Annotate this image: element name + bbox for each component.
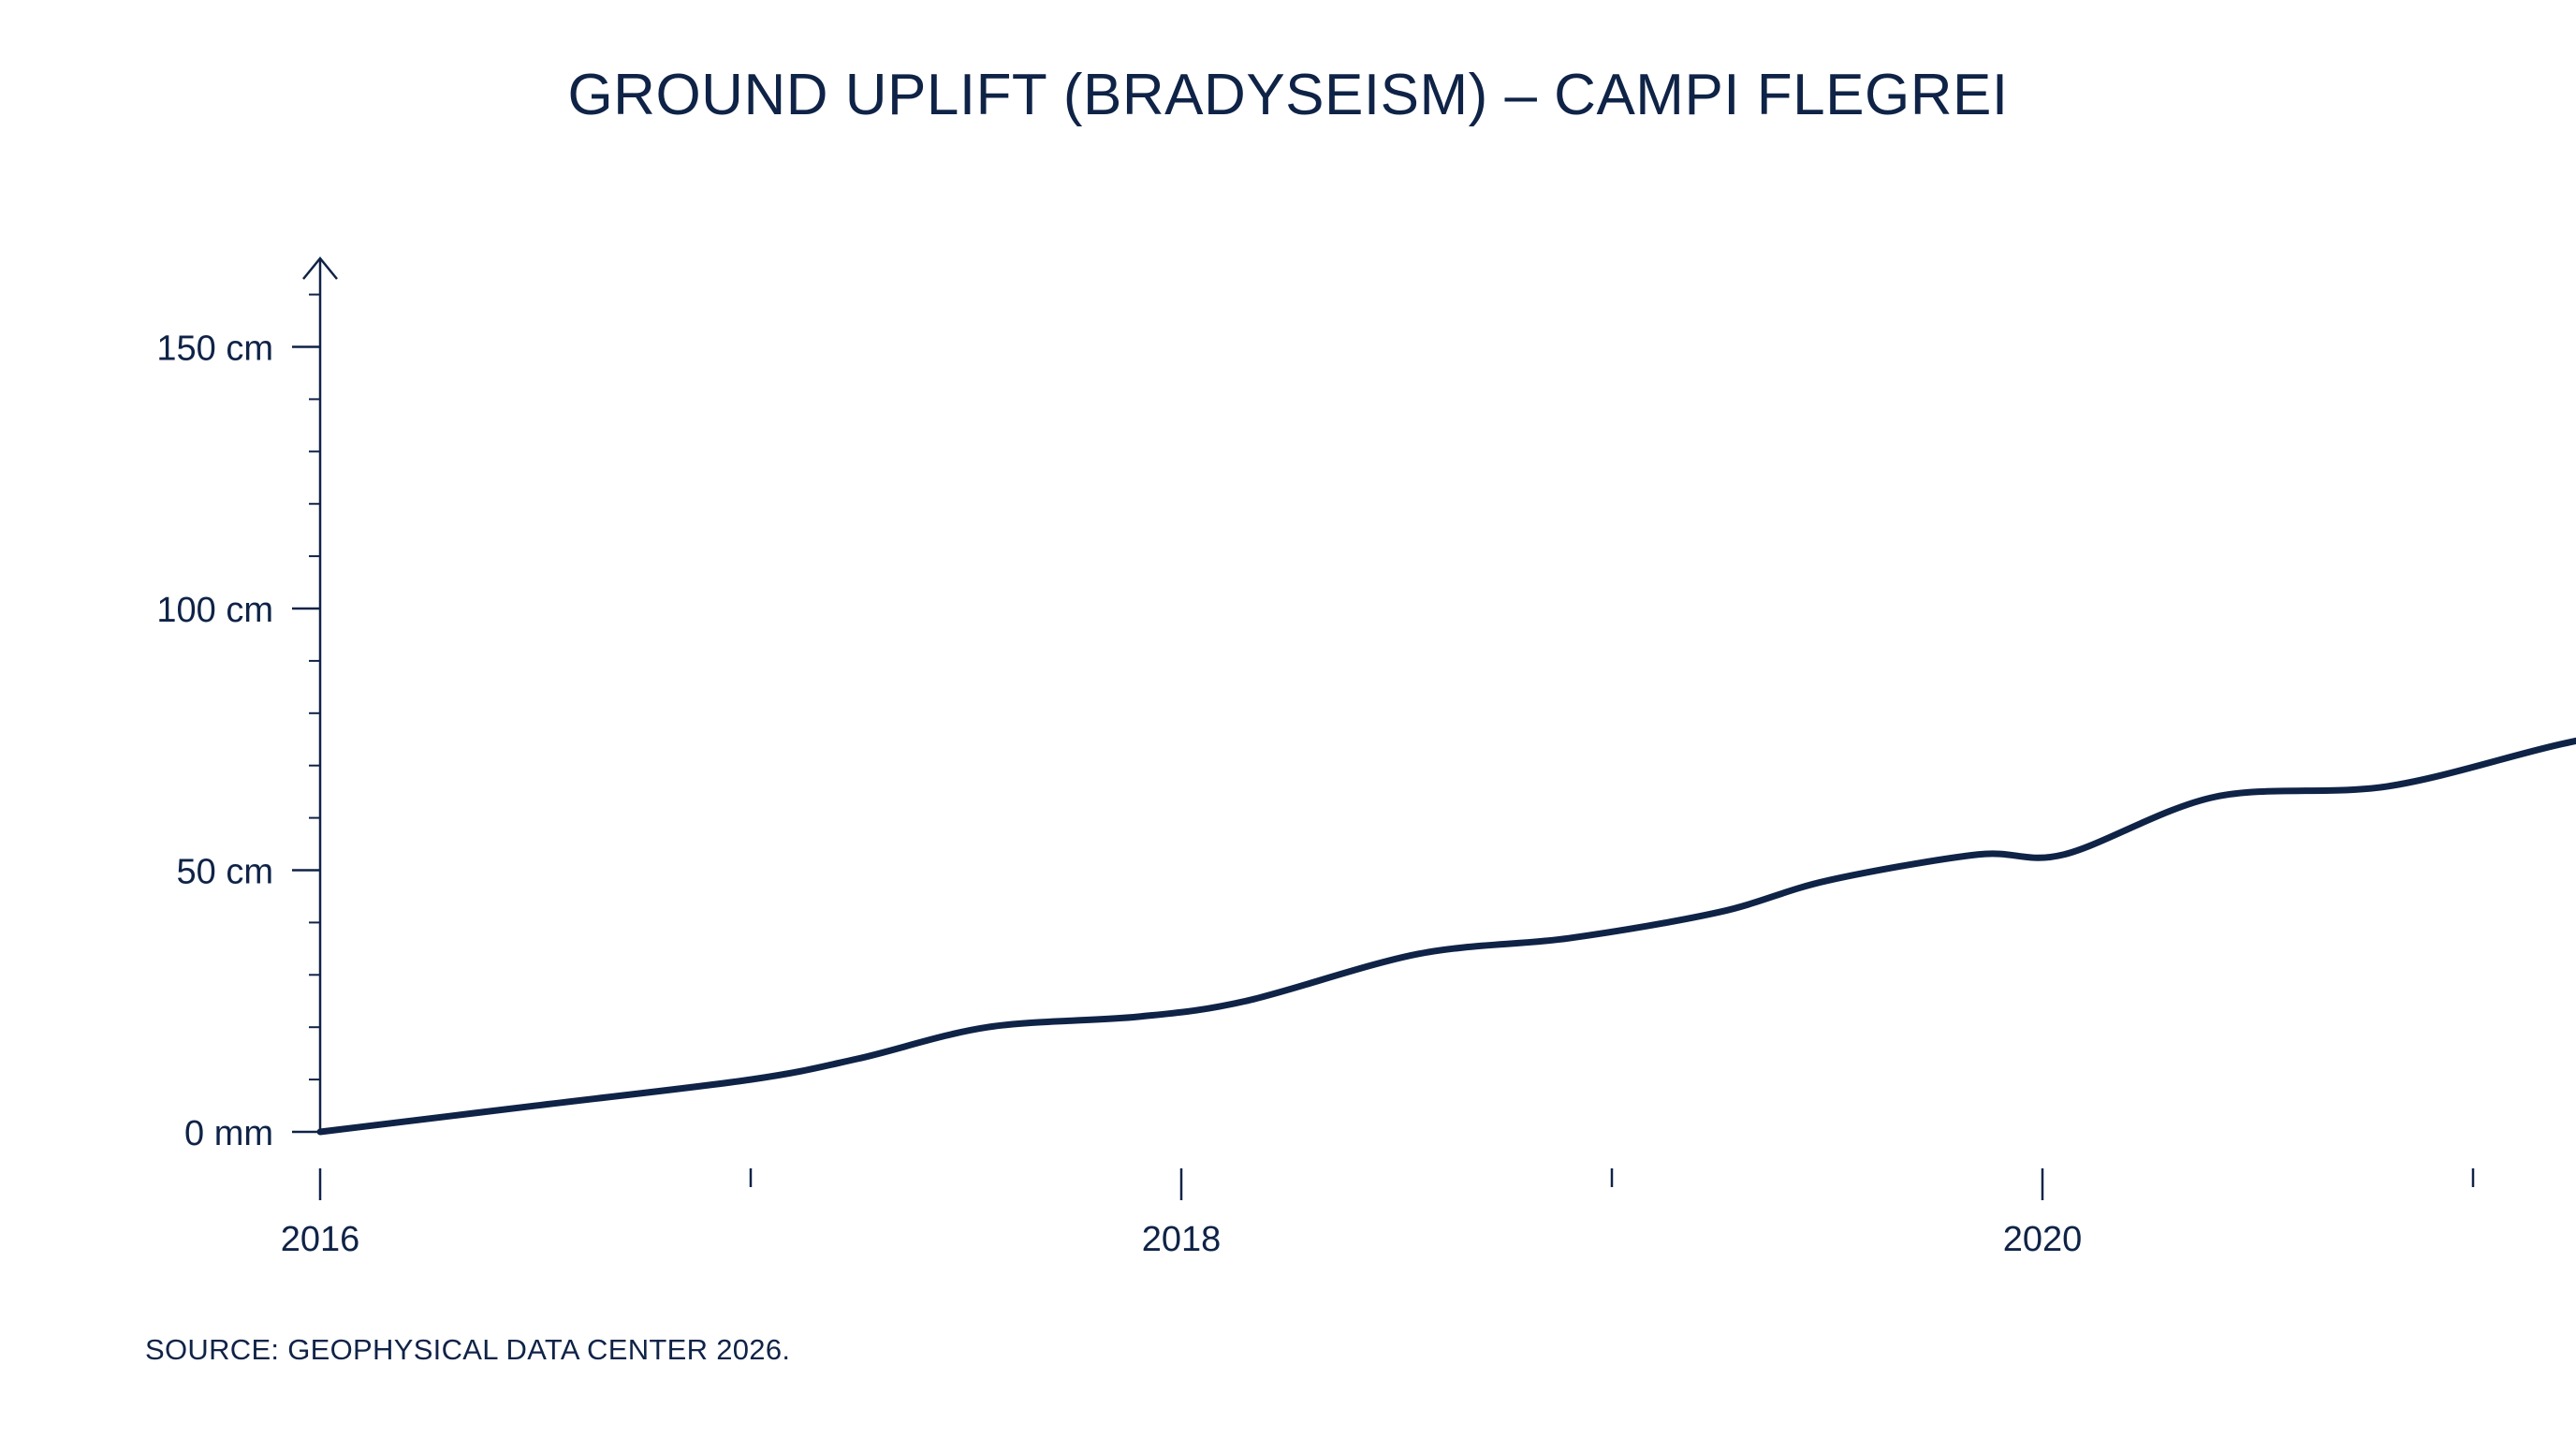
y-tick-label: 150 cm (156, 330, 273, 369)
source-note: SOURCE: GEOPHYSICAL DATA CENTER 2026. (145, 1333, 791, 1366)
series-line (316, 737, 2576, 1136)
x-tick-label: 2018 (1142, 1220, 1222, 1259)
y-tick-label: 0 mm (184, 1114, 273, 1153)
y-tick-label: 50 cm (177, 853, 273, 892)
x-tick-label: 2020 (2003, 1220, 2083, 1259)
y-tick-label: 100 cm (156, 591, 273, 630)
chart-title: GROUND UPLIFT (BRADYSEISM) – CAMPI FLEGR… (567, 63, 2009, 127)
y-axis-arrow (302, 257, 338, 280)
plot-area (316, 737, 2576, 1136)
x-tick-label: 2016 (281, 1220, 360, 1259)
